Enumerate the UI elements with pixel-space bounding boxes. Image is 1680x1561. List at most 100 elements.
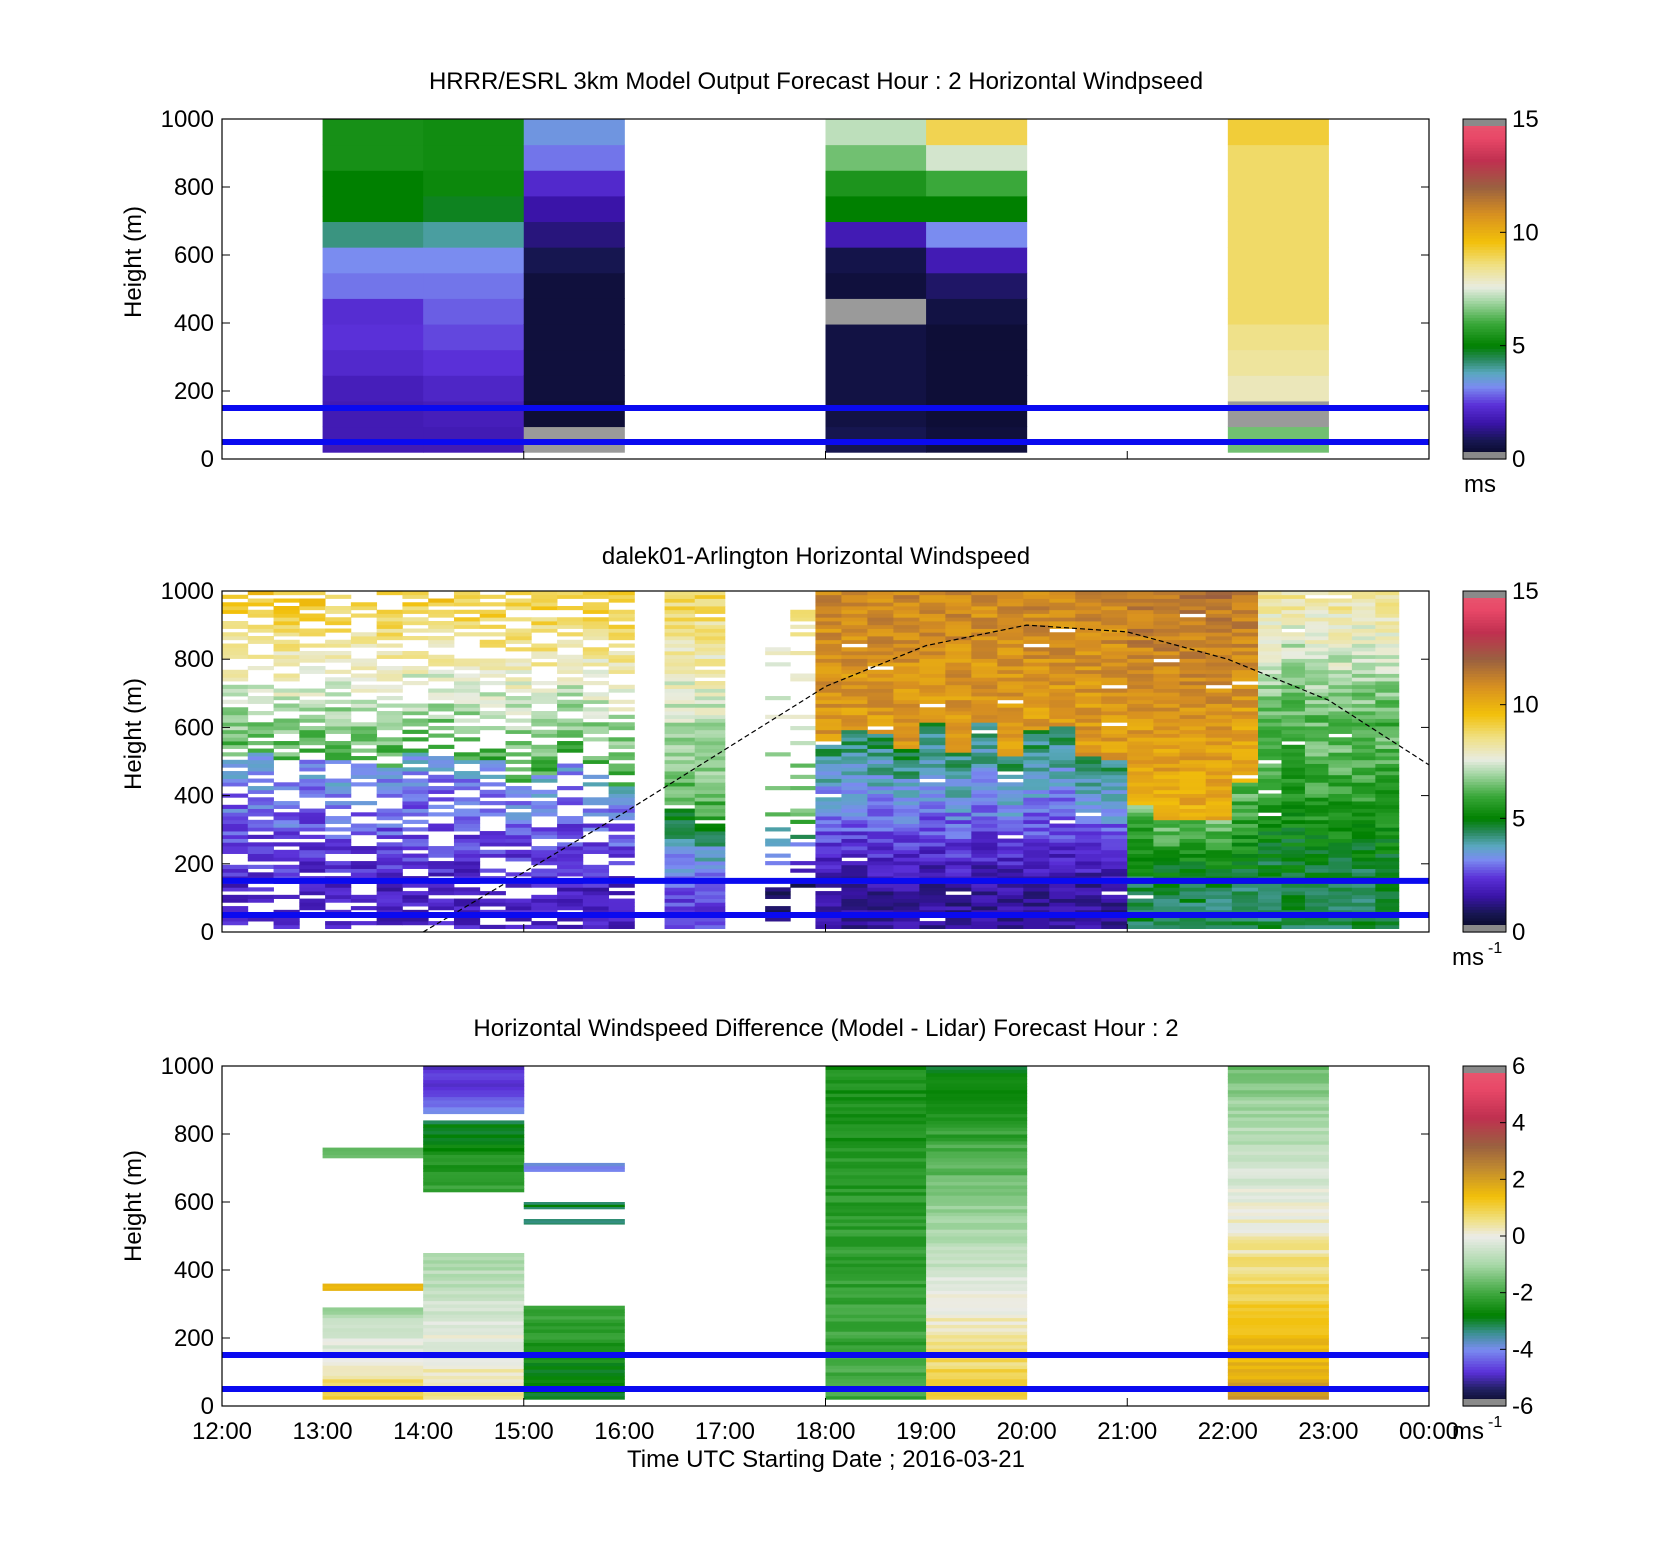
heatmap-cell xyxy=(1101,632,1128,637)
heatmap-cell xyxy=(222,651,249,656)
heatmap-cell xyxy=(997,906,1024,911)
heatmap-cell xyxy=(825,1185,927,1189)
heatmap-cell xyxy=(694,782,726,787)
heatmap-cell xyxy=(453,591,481,596)
heatmap-cell xyxy=(893,711,920,716)
heatmap-cell xyxy=(841,654,868,659)
heatmap-cell xyxy=(557,692,584,697)
heatmap-cell xyxy=(402,681,429,686)
heatmap-cell xyxy=(919,842,946,847)
colorbar-unit: ms xyxy=(1452,944,1484,971)
heatmap-cell xyxy=(1375,778,1400,783)
heatmap-cell xyxy=(1153,842,1180,847)
heatmap-cell xyxy=(428,718,455,723)
heatmap-cell xyxy=(1351,714,1376,719)
heatmap-cell xyxy=(945,842,972,847)
colorbar-swatch xyxy=(1463,1190,1506,1195)
heatmap-cell xyxy=(531,771,558,776)
heatmap-cell xyxy=(841,722,868,727)
heatmap-cell xyxy=(825,1093,927,1098)
heatmap-cell xyxy=(765,812,791,817)
heatmap-cell xyxy=(428,628,455,633)
heatmap-cell xyxy=(1075,868,1102,873)
heatmap-cell xyxy=(1304,861,1329,866)
heatmap-cell xyxy=(428,789,455,794)
heatmap-cell xyxy=(825,1253,927,1257)
heatmap-cell xyxy=(1328,741,1353,746)
heatmap-cell xyxy=(926,1147,1028,1152)
heatmap-cell xyxy=(694,737,726,742)
heatmap-cell xyxy=(1153,831,1180,836)
heatmap-cell xyxy=(841,726,868,731)
heatmap-cell xyxy=(1351,778,1376,783)
heatmap-cell xyxy=(322,1317,424,1322)
heatmap-cell xyxy=(1049,591,1076,596)
heatmap-cell xyxy=(350,864,378,869)
heatmap-cell xyxy=(664,838,696,843)
heatmap-cell xyxy=(971,812,998,817)
heatmap-cell xyxy=(919,662,946,667)
heatmap-cell xyxy=(1258,924,1282,929)
heatmap-cell xyxy=(557,831,584,836)
heatmap-cell xyxy=(867,801,894,806)
heatmap-cell xyxy=(523,1206,625,1210)
heatmap-cell xyxy=(1328,666,1353,671)
heatmap-cell xyxy=(1101,756,1128,761)
heatmap-cell xyxy=(971,602,998,607)
heatmap-cell xyxy=(971,808,998,813)
heatmap-cell xyxy=(1101,688,1128,693)
colorbar-swatch xyxy=(1463,376,1506,381)
heatmap-cell xyxy=(1205,711,1233,716)
heatmap-cell xyxy=(423,1185,525,1189)
heatmap-cell xyxy=(1304,849,1329,854)
heatmap-cell xyxy=(1281,756,1306,761)
heatmap-cell xyxy=(1049,921,1076,926)
heatmap-cell xyxy=(664,669,696,674)
heatmap-cell xyxy=(664,711,696,716)
heatmap-cell xyxy=(1127,816,1154,821)
heatmap-cell xyxy=(971,636,998,641)
heatmap-cell xyxy=(1023,617,1050,622)
heatmap-cell xyxy=(247,842,274,847)
heatmap-cell xyxy=(299,786,326,791)
heatmap-cell xyxy=(971,804,998,809)
colorbar-swatch xyxy=(1463,260,1506,265)
heatmap-cell xyxy=(423,1300,525,1305)
colorbar-swatch xyxy=(1463,1236,1506,1240)
heatmap-cell xyxy=(1375,714,1400,719)
colorbar-swatch xyxy=(1463,1074,1506,1078)
heatmap-cell xyxy=(825,1117,927,1121)
heatmap-cell xyxy=(1179,669,1207,674)
heatmap-cell xyxy=(428,849,455,854)
heatmap-cell xyxy=(479,789,506,794)
heatmap-cell xyxy=(523,1392,625,1397)
heatmap-cell xyxy=(523,324,625,351)
heatmap-cell xyxy=(926,1154,1028,1159)
heatmap-cell xyxy=(1075,759,1102,764)
heatmap-cell xyxy=(694,759,726,764)
heatmap-cell xyxy=(322,195,424,223)
heatmap-cell xyxy=(1205,834,1233,839)
heatmap-cell xyxy=(1049,748,1076,753)
colorbar-swatch xyxy=(1463,679,1506,683)
heatmap-cell xyxy=(402,617,429,622)
heatmap-cell xyxy=(1281,733,1306,738)
heatmap-cell xyxy=(1227,1249,1329,1254)
heatmap-cell xyxy=(523,1359,625,1363)
colorbar-swatch xyxy=(1463,263,1506,267)
heatmap-cell xyxy=(376,737,403,742)
heatmap-cell xyxy=(765,838,791,843)
heatmap-cell xyxy=(971,816,998,821)
heatmap-cell xyxy=(531,778,558,783)
heatmap-cell xyxy=(608,771,635,776)
heatmap-cell xyxy=(376,906,403,911)
heatmap-cell xyxy=(1375,834,1400,839)
colorbar-swatch xyxy=(1463,393,1506,398)
heatmap-cell xyxy=(1023,681,1050,686)
heatmap-cell xyxy=(531,868,558,873)
heatmap-cell xyxy=(1231,782,1259,787)
heatmap-cell xyxy=(557,662,584,667)
heatmap-cell xyxy=(971,714,998,719)
heatmap-cell xyxy=(322,1147,424,1152)
heatmap-cell xyxy=(423,1310,525,1315)
